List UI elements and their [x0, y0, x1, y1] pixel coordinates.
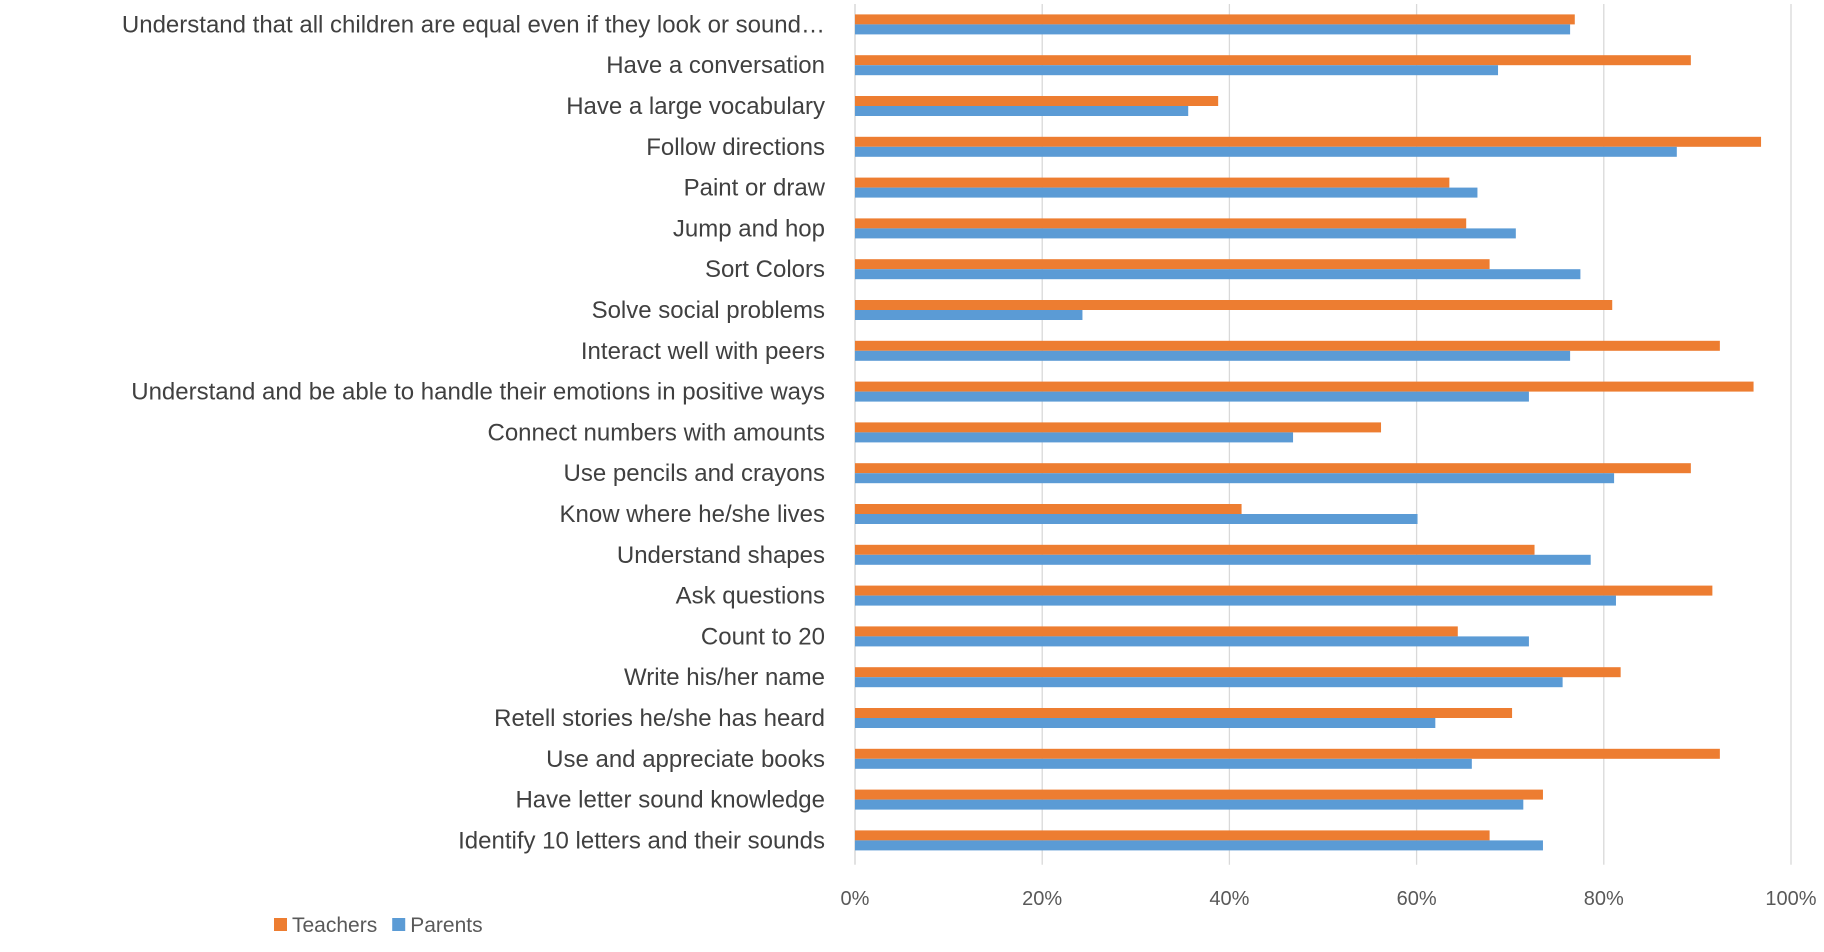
- bar-parents: [855, 554, 1591, 565]
- category-label: Interact well with peers: [581, 338, 825, 365]
- legend-item: Parents: [392, 914, 483, 937]
- bar-teachers: [855, 177, 1450, 188]
- bar-parents: [855, 146, 1677, 157]
- category-label: Jump and hop: [673, 215, 825, 242]
- category-label: Count to 20: [701, 623, 825, 650]
- category-label: Have a large vocabulary: [566, 93, 825, 120]
- category-label: Have a conversation: [606, 52, 825, 79]
- bars: [855, 14, 1762, 851]
- bar-teachers: [855, 789, 1543, 800]
- legend-item: Teachers: [274, 914, 377, 937]
- bar-teachers: [855, 585, 1713, 596]
- x-tick-label: 0%: [841, 888, 870, 910]
- x-tick-label: 60%: [1397, 888, 1437, 910]
- category-label: Retell stories he/she has heard: [494, 705, 825, 732]
- bar-parents: [855, 106, 1189, 116]
- bar-teachers: [855, 218, 1467, 229]
- bar-parents: [855, 310, 1083, 320]
- bar-parents: [855, 187, 1478, 198]
- category-label: Use pencils and crayons: [564, 460, 825, 487]
- legend-swatch: [392, 918, 406, 931]
- category-label: Understand and be able to handle their e…: [131, 379, 825, 406]
- bar-parents: [855, 514, 1418, 524]
- category-label: Use and appreciate books: [546, 746, 825, 773]
- bar-parents: [855, 228, 1516, 239]
- bar-parents: [855, 718, 1436, 728]
- bar-parents: [855, 432, 1294, 443]
- category-label: Paint or draw: [684, 175, 826, 202]
- category-label: Follow directions: [646, 134, 825, 161]
- bar-teachers: [855, 626, 1458, 637]
- bar-parents: [855, 391, 1529, 402]
- bar-teachers: [855, 667, 1621, 678]
- bar-parents: [855, 758, 1472, 769]
- bar-teachers: [855, 544, 1535, 555]
- bar-parents: [855, 269, 1581, 280]
- x-tick-label: 100%: [1765, 888, 1816, 910]
- bar-parents: [855, 840, 1543, 851]
- bar-parents: [855, 65, 1499, 76]
- bar-teachers: [855, 830, 1490, 841]
- category-label: Understand that all children are equal e…: [122, 11, 825, 38]
- category-label: Identify 10 letters and their sounds: [458, 827, 825, 854]
- bar-teachers: [855, 708, 1513, 718]
- bar-teachers: [855, 136, 1762, 147]
- category-label: Solve social problems: [592, 297, 825, 324]
- bar-parents: [855, 350, 1571, 361]
- legend-label: Parents: [410, 914, 482, 937]
- legend-label: Teachers: [292, 914, 377, 937]
- category-label: Understand shapes: [617, 542, 825, 569]
- bar-teachers: [855, 422, 1382, 433]
- bar-teachers: [855, 504, 1242, 514]
- bar-teachers: [855, 340, 1720, 351]
- category-label: Have letter sound knowledge: [515, 787, 825, 814]
- category-label: Write his/her name: [624, 664, 825, 691]
- x-tick-labels: 0% 20% 40% 60% 80% 100%: [841, 888, 1817, 910]
- x-tick-label: 20%: [1022, 888, 1062, 910]
- bar-teachers: [855, 748, 1720, 759]
- category-label: Ask questions: [676, 583, 825, 610]
- category-label: Connect numbers with amounts: [488, 419, 826, 446]
- bar-teachers: [855, 14, 1575, 25]
- bar-teachers: [855, 96, 1219, 106]
- x-tick-label: 40%: [1209, 888, 1249, 910]
- bar-teachers: [855, 381, 1754, 392]
- bar-parents: [855, 473, 1615, 484]
- category-label: Know where he/she lives: [560, 501, 825, 528]
- bar-parents: [855, 24, 1571, 35]
- bar-teachers: [855, 463, 1691, 474]
- bar-parents: [855, 677, 1563, 688]
- category-labels: Understand that all children are equal e…: [122, 11, 826, 854]
- legend: Teachers Parents: [274, 914, 483, 937]
- bar-teachers: [855, 259, 1490, 270]
- bar-teachers: [855, 55, 1691, 66]
- x-tick-label: 80%: [1584, 888, 1624, 910]
- bar-parents: [855, 636, 1529, 647]
- legend-swatch: [274, 918, 287, 931]
- category-label: Sort Colors: [705, 256, 825, 283]
- bar-teachers: [855, 300, 1613, 310]
- bar-parents: [855, 595, 1616, 606]
- bar-parents: [855, 799, 1524, 810]
